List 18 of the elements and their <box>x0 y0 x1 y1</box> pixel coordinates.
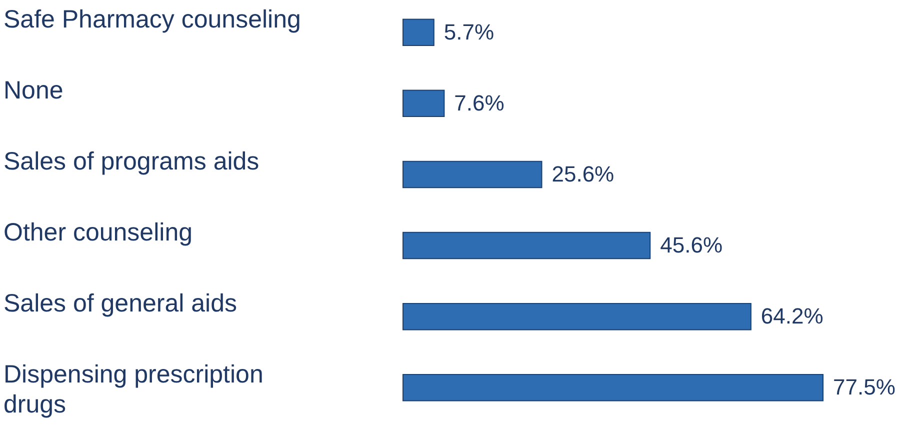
y-tick-label: Safe Pharmacy counseling <box>4 5 301 34</box>
y-tick-label: Dispensing prescription drugs <box>4 360 264 419</box>
y-tick-label: Sales of programs aids <box>4 147 260 176</box>
y-tick-label: Other counseling <box>4 218 193 247</box>
data-label: 45.6% <box>660 232 723 258</box>
data-label: 5.7% <box>444 19 494 44</box>
data-label: 25.6% <box>552 161 614 186</box>
bar <box>402 90 445 118</box>
data-label: 77.5% <box>833 374 896 400</box>
data-label: 64.2% <box>760 304 824 329</box>
y-tick-label: None <box>4 76 64 104</box>
y-tick-label: Sales of general aids <box>4 290 237 318</box>
bar <box>402 232 651 260</box>
bar <box>402 160 542 188</box>
bar <box>402 302 752 330</box>
bar <box>402 374 824 402</box>
bar <box>402 18 434 46</box>
data-label: 7.6% <box>454 90 504 116</box>
